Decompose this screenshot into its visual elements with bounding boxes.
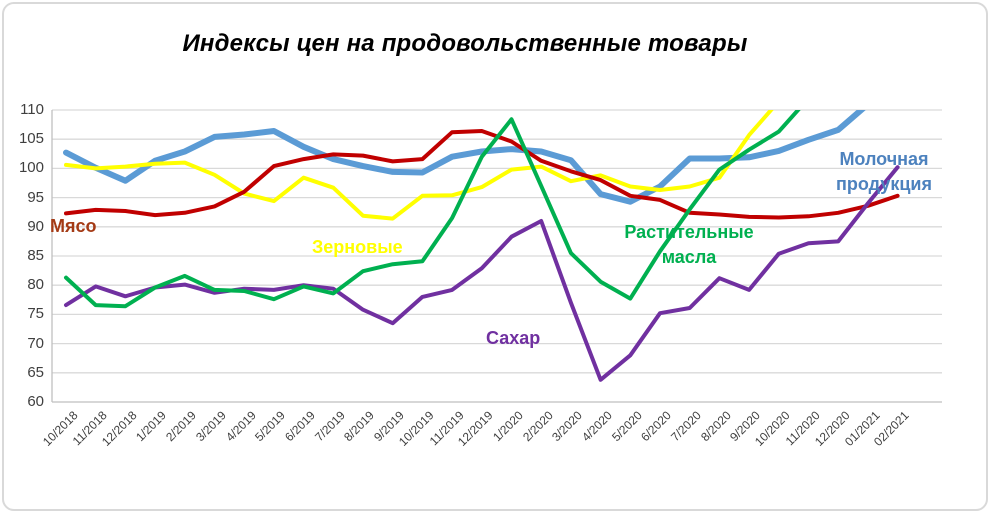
y-axis-label: 105 (18, 130, 44, 148)
y-axis-label: 60 (27, 393, 44, 410)
series-label-Растительные масла: Растительные масла (624, 222, 754, 267)
y-axis-label: 65 (27, 363, 44, 381)
series-label-Зерновые: Зерновые (312, 237, 403, 257)
y-axis-label: 75 (27, 305, 44, 323)
series-line-Сахар (64, 165, 900, 382)
series-line-Растительные масла (64, 110, 801, 309)
y-axis-label: 80 (27, 276, 44, 294)
chart-title: Индексы цен на продовольственные товары (182, 30, 748, 57)
y-axis-label: 85 (27, 247, 44, 264)
y-axis-label: 90 (27, 217, 44, 235)
y-axis-label: 70 (27, 334, 44, 352)
series-line-Мясо (64, 129, 900, 220)
series-label-Мясо: Мясо (50, 216, 97, 236)
series-label-Молочная продукция: Молочная продукция (836, 149, 932, 194)
y-axis-label: 110 (20, 101, 44, 118)
y-axis-label: 95 (27, 188, 44, 206)
series-line-Зерновые (64, 110, 774, 221)
series-label-Сахар: Сахар (486, 328, 541, 348)
y-axis-label: 100 (18, 159, 44, 177)
series-line-Молочная продукция (63, 110, 866, 205)
